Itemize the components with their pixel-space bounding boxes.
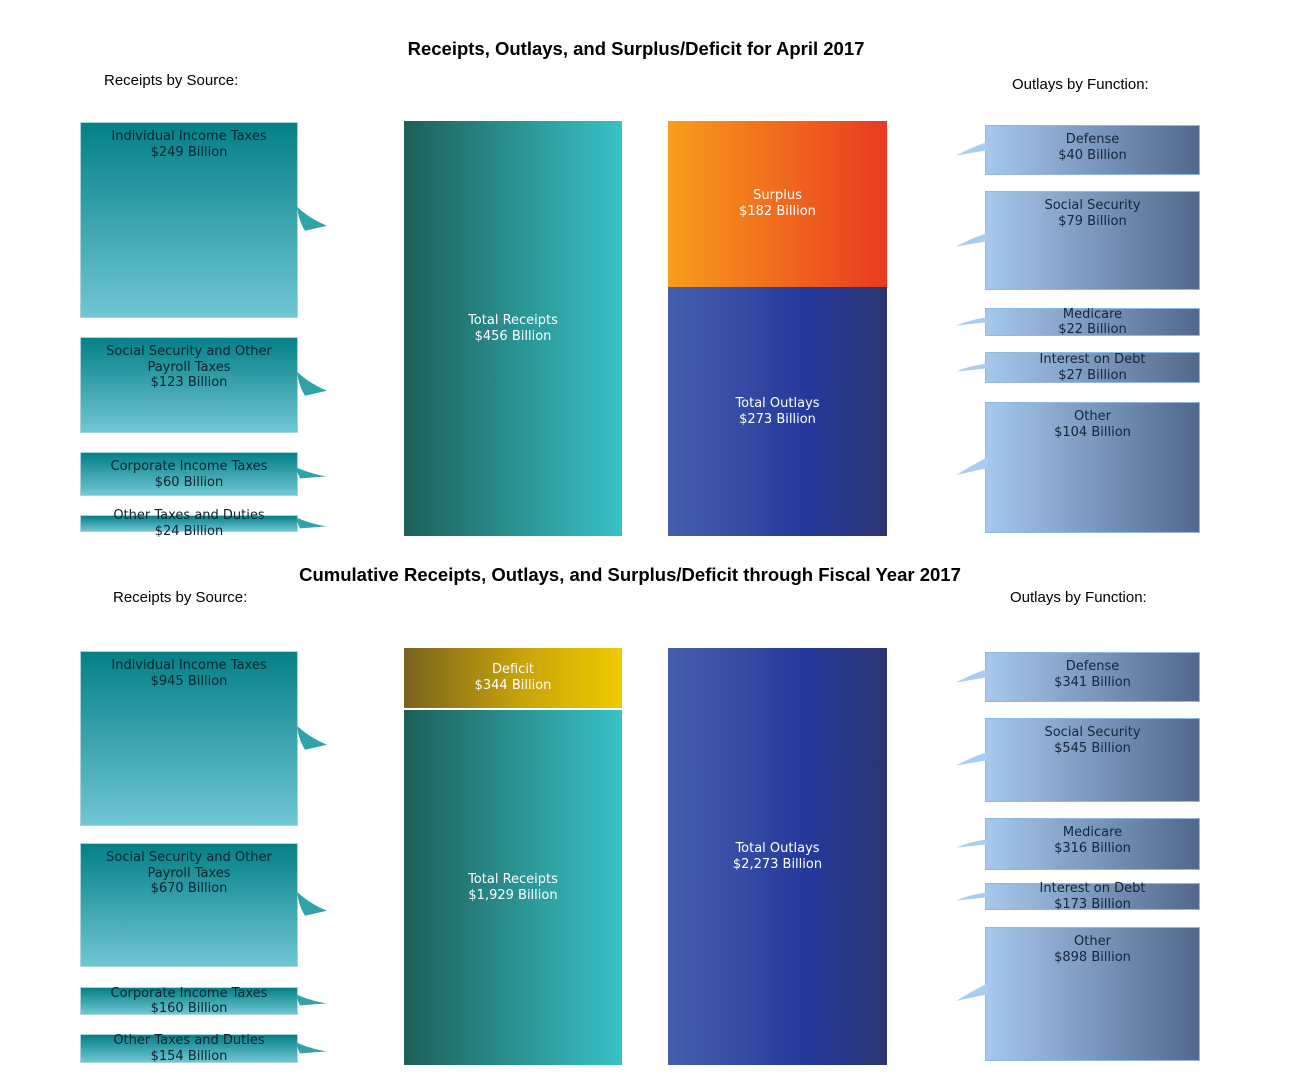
receipt-amount: $60 Billion bbox=[154, 474, 224, 490]
bar-label: Total Outlays bbox=[735, 395, 820, 411]
outlay-label: Other bbox=[1074, 409, 1111, 424]
receipt-label: Other Taxes and Duties bbox=[113, 1033, 265, 1048]
april-outlay-box-interest-on-debt: Interest on Debt $27 Billion bbox=[956, 352, 1200, 383]
cumulative-deficit-segment: Deficit $344 Billion bbox=[404, 648, 622, 708]
receipt-label: Social Security and Other Payroll Taxes bbox=[106, 850, 272, 881]
outlay-label: Defense bbox=[1065, 132, 1120, 147]
cumulative-receipt-box-corporate-income-taxes: Corporate Income Taxes $160 Billion bbox=[80, 985, 327, 1016]
cumulative-receipt-box-payroll-taxes: Social Security and Other Payroll Taxes … bbox=[80, 843, 327, 967]
callout-pointer-icon bbox=[956, 839, 986, 848]
outlay-amount: $341 Billion bbox=[1054, 674, 1131, 690]
cumulative-receipts-header: Receipts by Source: bbox=[113, 589, 248, 606]
cumulative-outlay-box-defense: Defense $341 Billion bbox=[956, 652, 1200, 702]
april-receipt-box-corporate-income-taxes: Corporate Income Taxes $60 Billion bbox=[80, 452, 327, 496]
receipt-amount: $160 Billion bbox=[150, 1001, 228, 1016]
receipt-label: Other Taxes and Duties bbox=[113, 508, 265, 523]
cumulative-receipt-box-individual-income-taxes: Individual Income Taxes $945 Billion bbox=[80, 651, 327, 826]
outlay-amount: $40 Billion bbox=[1058, 147, 1127, 163]
receipt-amount: $945 Billion bbox=[150, 673, 228, 689]
cumulative-outlay-box-interest-on-debt: Interest on Debt $173 Billion bbox=[956, 881, 1200, 912]
callout-pointer-icon bbox=[956, 983, 988, 1001]
bar-amount: $344 Billion bbox=[474, 678, 552, 693]
bar-label: Surplus bbox=[753, 188, 802, 203]
callout-pointer-icon bbox=[956, 669, 986, 683]
bar-label: Total Outlays bbox=[735, 840, 820, 856]
callout-pointer-icon bbox=[956, 233, 986, 246]
april-outlay-box-defense: Defense $40 Billion bbox=[956, 125, 1200, 175]
cumulative-outlay-box-social-security: Social Security $545 Billion bbox=[956, 718, 1200, 802]
callout-pointer-icon bbox=[956, 752, 986, 766]
bar-amount: $1,929 Billion bbox=[468, 887, 558, 903]
april-surplus-segment: Surplus $182 Billion bbox=[668, 121, 887, 287]
outlay-amount: $545 Billion bbox=[1054, 740, 1131, 756]
april-outlay-box-social-security: Social Security $79 Billion bbox=[956, 191, 1200, 290]
receipt-amount: $670 Billion bbox=[150, 881, 228, 896]
april-outlays-header: Outlays by Function: bbox=[1012, 76, 1149, 93]
april-receipts-header: Receipts by Source: bbox=[104, 72, 239, 89]
receipt-label: Corporate Income Taxes bbox=[110, 985, 268, 1001]
outlay-label: Social Security bbox=[1044, 725, 1141, 740]
callout-pointer-icon bbox=[956, 892, 986, 900]
outlay-label: Defense bbox=[1065, 659, 1120, 674]
cumulative-total-outlays-bar: Total Outlays $2,273 Billion bbox=[668, 648, 887, 1065]
receipt-label: Social Security and Other Payroll Taxes bbox=[106, 344, 272, 375]
receipt-amount: $249 Billion bbox=[150, 144, 228, 160]
april-total-receipts-bar: Total Receipts $456 Billion bbox=[404, 121, 622, 536]
callout-pointer-icon bbox=[956, 142, 986, 156]
outlay-label: Social Security bbox=[1044, 198, 1141, 213]
cumulative-receipt-box-other-taxes: Other Taxes and Duties $154 Billion bbox=[80, 1033, 327, 1064]
callout-pointer-icon bbox=[297, 206, 327, 231]
outlay-label: Medicare bbox=[1062, 825, 1123, 840]
outlay-amount: $27 Billion bbox=[1058, 367, 1127, 383]
callout-pointer-icon bbox=[956, 317, 986, 326]
callout-pointer-icon bbox=[297, 371, 327, 396]
april-total-outlays-segment: Total Outlays $273 Billion bbox=[668, 287, 887, 536]
april-outlay-box-medicare: Medicare $22 Billion bbox=[956, 306, 1200, 337]
outlay-label: Other bbox=[1074, 934, 1111, 949]
outlay-label: Interest on Debt bbox=[1039, 352, 1146, 367]
bar-label: Total Receipts bbox=[468, 871, 558, 887]
cumulative-outlay-box-other: Other $898 Billion bbox=[956, 927, 1200, 1061]
outlay-label: Medicare bbox=[1062, 306, 1123, 322]
cumulative-outlay-box-medicare: Medicare $316 Billion bbox=[956, 818, 1200, 870]
callout-pointer-icon bbox=[956, 363, 986, 371]
outlay-amount: $898 Billion bbox=[1054, 949, 1131, 965]
april-outlay-box-other: Other $104 Billion bbox=[956, 402, 1200, 533]
receipt-label: Individual Income Taxes bbox=[111, 129, 267, 144]
bar-amount: $2,273 Billion bbox=[732, 856, 823, 872]
outlay-amount: $104 Billion bbox=[1054, 424, 1131, 440]
outlay-amount: $173 Billion bbox=[1054, 896, 1131, 912]
callout-pointer-icon bbox=[296, 467, 327, 479]
callout-pointer-icon bbox=[296, 516, 327, 528]
bar-label: Total Receipts bbox=[468, 312, 558, 328]
outlay-label: Interest on Debt bbox=[1039, 881, 1146, 896]
outlay-amount: $79 Billion bbox=[1058, 213, 1127, 229]
april-receipt-box-payroll-taxes: Social Security and Other Payroll Taxes … bbox=[80, 337, 327, 433]
bar-amount: $456 Billion bbox=[474, 328, 552, 344]
april-receipt-box-individual-income-taxes: Individual Income Taxes $249 Billion bbox=[80, 122, 327, 318]
callout-pointer-icon bbox=[956, 456, 988, 475]
cumulative-outlays-header: Outlays by Function: bbox=[1010, 589, 1147, 606]
receipt-amount: $123 Billion bbox=[150, 375, 228, 390]
callout-pointer-icon bbox=[297, 891, 327, 916]
outlay-amount: $316 Billion bbox=[1054, 840, 1131, 856]
callout-pointer-icon bbox=[296, 1041, 327, 1053]
receipt-label: Corporate Income Taxes bbox=[110, 459, 268, 474]
bar-amount: $182 Billion bbox=[739, 204, 816, 219]
receipt-amount: $24 Billion bbox=[154, 523, 224, 539]
bar-label: Deficit bbox=[491, 662, 535, 677]
bar-amount: $273 Billion bbox=[739, 411, 816, 427]
receipt-label: Individual Income Taxes bbox=[111, 658, 267, 673]
cumulative-total-receipts-segment: Total Receipts $1,929 Billion bbox=[404, 710, 622, 1065]
april-receipt-box-other-taxes: Other Taxes and Duties $24 Billion bbox=[80, 508, 327, 539]
callout-pointer-icon bbox=[297, 725, 327, 750]
receipt-amount: $154 Billion bbox=[150, 1048, 228, 1064]
callout-pointer-icon bbox=[296, 994, 327, 1006]
april-chart-title: Receipts, Outlays, and Surplus/Deficit f… bbox=[407, 38, 865, 59]
outlay-amount: $22 Billion bbox=[1058, 322, 1127, 337]
cumulative-chart-title: Cumulative Receipts, Outlays, and Surplu… bbox=[299, 564, 961, 585]
